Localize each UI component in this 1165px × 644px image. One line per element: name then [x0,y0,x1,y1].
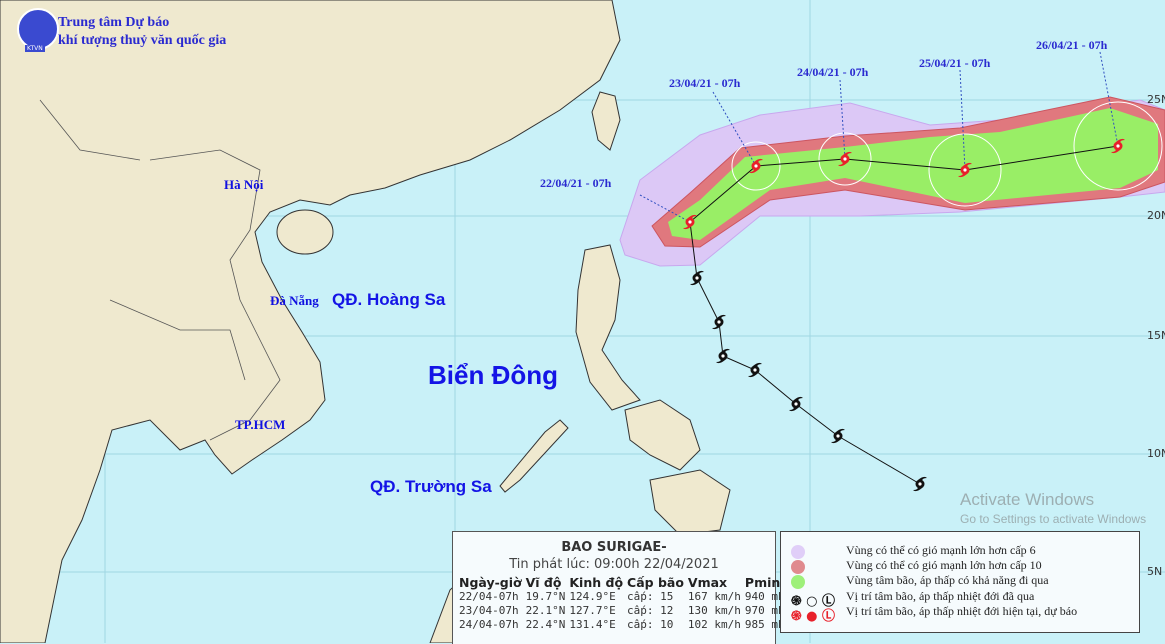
agency-header: Trung tâm Dự báo khí tượng thuỷ văn quốc… [58,14,226,50]
table-cell: 24/04-07h [459,618,519,631]
issued-time: Tin phát lúc: 09:00h 22/04/2021 [509,557,719,572]
legend-label: Vị trí tâm bão, áp thấp nhiệt đới đã qua [846,589,1035,603]
label-leader-line [959,69,966,171]
table-cell: 985 mb [744,618,785,631]
lat-label: 25N [1147,93,1165,106]
col-header: Kinh độ [569,575,624,590]
forecast-storm-icon [683,214,697,230]
ktvn-logo: KTVN [17,8,59,52]
label-truong-sa: QĐ. Trường Sa [370,477,492,496]
table-cell: 131.4°E [569,618,616,631]
storm-name: BAO SURIGAE- [561,540,667,555]
forecast-time-label: 22/04/21 - 07h [540,176,612,190]
header-line-1: Trung tâm Dự báo [58,15,170,30]
table-cell: 970 mb [744,604,785,617]
forecast-storm-icon [1111,138,1125,154]
forecast-position-icons: ֍ ● Ⓛ [791,609,836,624]
storm-info-panel: BAO SURIGAE- Tin phát lúc: 09:00h 22/04/… [452,531,785,644]
legend-label: Vùng tâm bão, áp thấp có khả năng đi qua [846,573,1049,587]
table-cell: 22/04-07h [459,590,519,603]
lat-label: 10N [1147,447,1165,460]
table-cell: 102 km/h [687,618,741,631]
forecast-storm-icon [958,162,972,178]
table-cell: 23/04-07h [459,604,519,617]
uncertainty-circles [731,101,1163,207]
label-hanoi: Hà Nội [224,177,264,192]
table-cell: cấp: 10 [627,618,674,631]
label-danang: Đà Nẵng [270,293,319,308]
table-cell: cấp: 12 [627,604,674,617]
past-storm-icon [831,428,845,444]
past-storm-icon [716,348,730,364]
forecast-storm-icon [749,158,763,174]
red-circle-icon [791,560,805,574]
mainland-asia [0,0,621,643]
legend-item: Vùng có thể có gió mạnh lớn hơn cấp 6 [781,543,1139,559]
lat-label: 15N [1147,329,1165,342]
label-bien-dong: Biển Đông [428,360,558,390]
past-storm-icon [712,314,726,330]
lat-label: 5N [1147,565,1163,578]
legend-label: Vùng có thể có gió mạnh lớn hơn cấp 6 [846,543,1036,557]
table-cell: 940 mb [744,590,785,603]
col-header: Vmax [687,575,728,590]
forecast-table: Ngày-giờ Vĩ độ Kinh độ Cấp bão Vmax Pmin… [459,575,789,632]
forecast-time-label: 24/04/21 - 07h [797,65,869,79]
table-cell: 22.4°N [525,618,566,631]
forecast-storm-icon [838,151,852,167]
palawan [499,419,569,493]
legend-item: ֍ ○ Ⓛ Vị trí tâm bão, áp thấp nhiệt đới đ… [781,589,1139,609]
taiwan [591,91,621,151]
table-cell: 127.7°E [569,604,616,617]
table-row: 23/04-07h 22.1°N 127.7°E cấp: 12 130 km/h 970… [459,604,789,618]
label-hoang-sa: QĐ. Hoàng Sa [332,290,446,309]
col-header: Cấp bão [627,575,684,590]
legend-item: Vùng có thể có gió mạnh lớn hơn cấp 10 [781,558,1139,574]
table-cell: 19.7°N [525,590,566,603]
col-header: Vĩ độ [525,575,562,590]
forecast-time-label: 23/04/21 - 07h [669,76,741,90]
col-header: Pmin [744,575,781,590]
forecast-time-label: 26/04/21 - 07h [1036,38,1108,52]
table-cell: 130 km/h [687,604,741,617]
table-cell: 167 km/h [687,590,741,603]
legend-label: Vị trí tâm bão, áp thấp nhiệt đới hiện t… [846,604,1078,618]
legend-item: Vùng tâm bão, áp thấp có khả năng đi qua [781,573,1139,589]
mindanao [649,469,731,536]
table-row: 24/04-07h 22.4°N 131.4°E cấp: 10 102 km/h 985… [459,618,789,632]
col-header: Ngày-giờ [459,575,522,590]
zone-storm-center [668,108,1158,240]
lat-label: 20N [1147,209,1165,222]
luzon [575,244,641,411]
past-storm-icon [789,396,803,412]
green-circle-icon [791,575,805,589]
label-tphcm: TP.HCM [235,417,286,432]
purple-circle-icon [791,545,805,559]
table-cell: cấp: 15 [627,590,674,603]
borders [39,99,281,441]
forecast-time-label: 25/04/21 - 07h [919,56,991,70]
past-storm-icon [690,270,704,286]
watermark-title: Activate Windows [960,490,1095,509]
past-track-line [689,221,921,485]
past-storm-icon [748,362,762,378]
past-storm-icon [913,476,927,492]
table-cell: 124.9°E [569,590,616,603]
label-leader-line [639,194,691,223]
label-leader-line [839,79,846,160]
hainan-island [276,209,334,255]
legend-label: Vùng có thể có gió mạnh lớn hơn cấp 10 [846,558,1042,572]
table-row: 22/04-07h 19.7°N 124.9°E cấp: 15 167 km/h 940… [459,590,789,604]
legend: Vùng có thể có gió mạnh lớn hơn cấp 6 Vù… [780,531,1140,633]
visayas [624,399,701,471]
table-cell: 22.1°N [525,604,566,617]
logo-text: KTVN [25,45,45,52]
watermark-subtitle: Go to Settings to activate Windows [960,512,1147,526]
past-position-icons: ֍ ○ Ⓛ [791,594,836,609]
legend-item: ֍ ● Ⓛ Vị trí tâm bão, áp thấp nhiệt đới h… [781,604,1139,624]
header-line-2: khí tượng thuỷ văn quốc gia [58,33,227,48]
